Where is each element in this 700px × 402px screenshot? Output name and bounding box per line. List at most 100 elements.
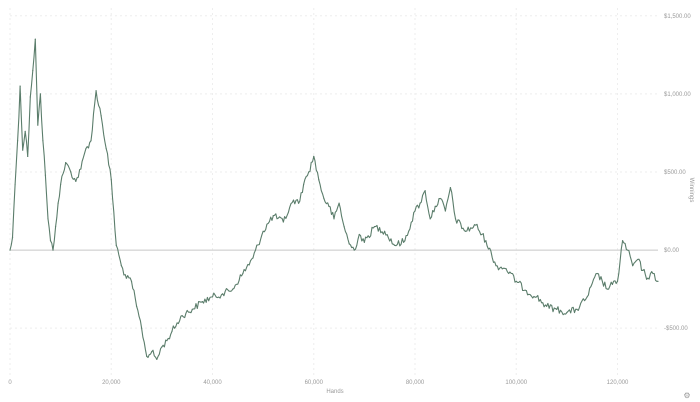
x-axis-title: Hands bbox=[326, 389, 343, 395]
series-point bbox=[292, 199, 295, 201]
series-point bbox=[586, 296, 588, 298]
series-point bbox=[11, 236, 14, 239]
series-point bbox=[90, 140, 92, 142]
series-point bbox=[19, 85, 21, 87]
series-point bbox=[120, 265, 122, 267]
series-point bbox=[566, 311, 568, 314]
series-point bbox=[211, 296, 214, 298]
series-point bbox=[313, 155, 315, 157]
series-point bbox=[252, 257, 254, 259]
series-point bbox=[363, 241, 365, 243]
series-point bbox=[606, 288, 608, 290]
gear-icon[interactable]: ⚙ bbox=[683, 391, 690, 400]
series-point bbox=[24, 130, 26, 132]
series-point bbox=[125, 277, 128, 279]
series-point bbox=[171, 330, 173, 332]
series-point bbox=[546, 305, 548, 307]
series-point bbox=[27, 155, 29, 157]
series-point bbox=[637, 258, 639, 261]
series-point bbox=[495, 265, 497, 267]
series-point bbox=[434, 205, 436, 207]
series-point bbox=[652, 272, 654, 275]
series-point bbox=[222, 293, 224, 295]
series-point bbox=[616, 280, 619, 282]
series-point bbox=[475, 224, 477, 226]
series-point bbox=[34, 38, 36, 40]
series-point bbox=[32, 69, 34, 72]
series-point bbox=[22, 149, 24, 151]
y-tick-label: $500.00 bbox=[664, 170, 686, 176]
series-point bbox=[232, 288, 234, 290]
series-point bbox=[353, 249, 355, 251]
series-point bbox=[14, 183, 16, 186]
series-point bbox=[110, 179, 112, 181]
x-tick-label: 0 bbox=[8, 380, 12, 386]
series-point bbox=[419, 202, 421, 204]
series-point bbox=[242, 272, 244, 275]
x-tick-label: 20,000 bbox=[102, 380, 121, 386]
series-point bbox=[54, 226, 57, 228]
series-point bbox=[439, 197, 441, 200]
series-point bbox=[328, 205, 330, 207]
series-point bbox=[166, 340, 168, 342]
series-point bbox=[454, 218, 457, 220]
series-point bbox=[404, 240, 406, 242]
series-point bbox=[272, 215, 274, 217]
series-point bbox=[262, 230, 264, 232]
y-axis-ticks: $1,500.00 $1,000.00 $500.00 $0.00 -$500.00 bbox=[664, 14, 691, 332]
series-point bbox=[37, 124, 39, 126]
series-point bbox=[384, 230, 386, 232]
series-point bbox=[348, 243, 350, 245]
series-point bbox=[60, 183, 62, 186]
series-point bbox=[181, 315, 183, 317]
series-point bbox=[485, 240, 487, 242]
series-point bbox=[576, 308, 578, 311]
series-point bbox=[429, 218, 431, 220]
series-point bbox=[657, 280, 659, 282]
series-point bbox=[394, 244, 396, 246]
series-point bbox=[85, 147, 87, 150]
series-point bbox=[70, 171, 72, 173]
series-point bbox=[627, 249, 629, 251]
series-point bbox=[282, 221, 284, 223]
series-layer bbox=[9, 38, 659, 360]
series-point bbox=[151, 350, 153, 353]
series-point bbox=[621, 240, 624, 242]
x-tick-label: 120,000 bbox=[607, 380, 629, 386]
series-point bbox=[130, 280, 133, 282]
series-point bbox=[42, 140, 44, 142]
series-point bbox=[201, 301, 203, 303]
grid-lines bbox=[9, 8, 658, 375]
series-point bbox=[39, 93, 41, 95]
series-point bbox=[52, 249, 54, 251]
series-point bbox=[57, 202, 59, 204]
series-point bbox=[105, 147, 107, 150]
series-point bbox=[141, 327, 143, 329]
series-point bbox=[449, 186, 452, 189]
series-point bbox=[535, 296, 538, 298]
series-point bbox=[373, 226, 376, 228]
series-point bbox=[318, 179, 320, 181]
series-point bbox=[424, 190, 426, 192]
series-point bbox=[29, 96, 31, 98]
series-point bbox=[647, 277, 649, 279]
x-tick-label: 40,000 bbox=[203, 380, 222, 386]
series-point bbox=[100, 115, 102, 117]
x-tick-label: 60,000 bbox=[305, 380, 324, 386]
series-point bbox=[156, 358, 158, 360]
series-point bbox=[303, 183, 305, 186]
series-point bbox=[115, 244, 117, 246]
x-tick-label: 100,000 bbox=[505, 380, 527, 386]
series-point bbox=[515, 280, 517, 282]
series-point bbox=[191, 308, 193, 311]
series-point bbox=[465, 230, 467, 232]
series-point bbox=[642, 269, 644, 271]
y-tick-label: $0.00 bbox=[664, 248, 680, 254]
series-point bbox=[611, 283, 614, 286]
y-tick-label: $1,500.00 bbox=[664, 14, 691, 20]
x-axis-ticks: 0 20,000 40,000 60,000 80,000 100,000 120,000 bbox=[8, 380, 629, 386]
y-axis-title: Winnings bbox=[688, 178, 694, 203]
series-point bbox=[308, 171, 310, 173]
series-point bbox=[444, 210, 446, 212]
